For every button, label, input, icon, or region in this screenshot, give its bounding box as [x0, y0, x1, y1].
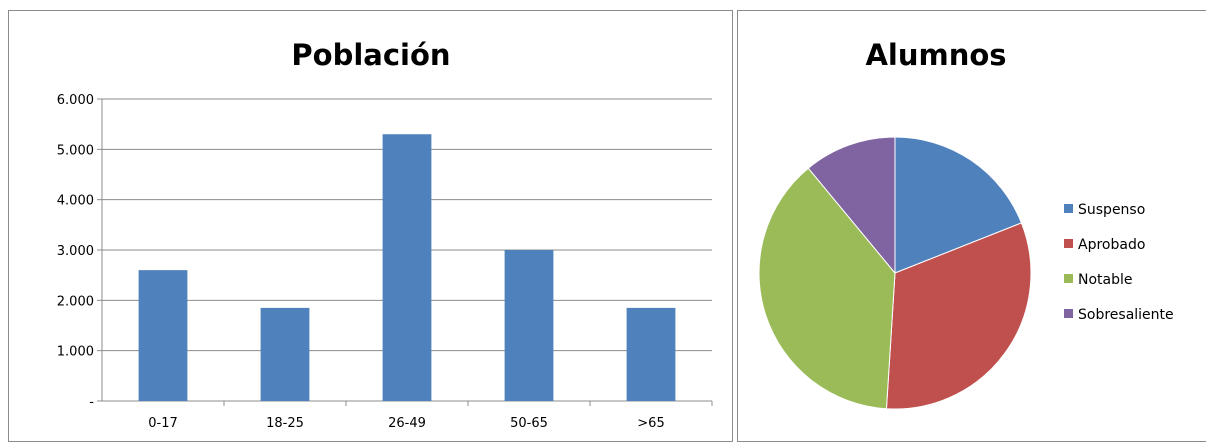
legend-swatch — [1064, 274, 1073, 283]
x-tick-label: 50-65 — [510, 416, 548, 431]
y-tick-label: 3.000 — [57, 244, 94, 259]
legend-swatch — [1064, 239, 1073, 248]
pie-legend: Suspenso Aprobado Notable Sobresaliente — [1064, 202, 1174, 323]
pie-slice-sobresaliente — [807, 136, 896, 275]
x-tick-label: 26-49 — [388, 416, 426, 431]
y-tick-label: 6.000 — [57, 93, 94, 108]
y-tick-label: 1.000 — [57, 345, 94, 360]
legend-label: Aprobado — [1078, 237, 1145, 253]
pie-slice-notable — [758, 167, 896, 410]
x-tick-label: >65 — [637, 416, 664, 431]
y-tick-label: 2.000 — [57, 294, 94, 309]
bar->65 — [626, 307, 676, 401]
pie-chart-title: Alumnos — [865, 38, 1006, 72]
bar-50-65 — [504, 250, 554, 401]
x-tick-label: 0-17 — [148, 416, 178, 431]
y-tick-label: 5.000 — [57, 143, 94, 158]
pie-slice-aprobado — [885, 222, 1032, 410]
bar-18-25 — [260, 307, 310, 401]
pie-chart: Alumnos Suspenso Aprobado Notable Sobresali… — [758, 38, 1174, 410]
bar-chart: Población - 1.000 2.000 3.000 4.000 5.000 6.00… — [57, 38, 713, 431]
x-tick-label: 18-25 — [266, 416, 304, 431]
bar-0-17 — [138, 270, 188, 401]
bar-chart-title: Población — [291, 38, 450, 72]
y-tick-label: - — [89, 395, 94, 410]
legend-label: Sobresaliente — [1078, 307, 1174, 323]
y-tick-label: 4.000 — [57, 194, 94, 209]
bar-chart-panel: Población - 1.000 2.000 3.000 4.000 5.000 6.00… — [8, 10, 733, 442]
pie-chart-panel: Alumnos Suspenso Aprobado Notable Sobresali… — [737, 10, 1206, 442]
legend-swatch — [1064, 204, 1073, 213]
legend-label: Notable — [1078, 272, 1133, 288]
pie-slice-suspenso — [894, 136, 1023, 274]
legend-label: Suspenso — [1078, 202, 1145, 218]
legend-swatch — [1064, 309, 1073, 318]
bar-26-49 — [382, 134, 432, 401]
